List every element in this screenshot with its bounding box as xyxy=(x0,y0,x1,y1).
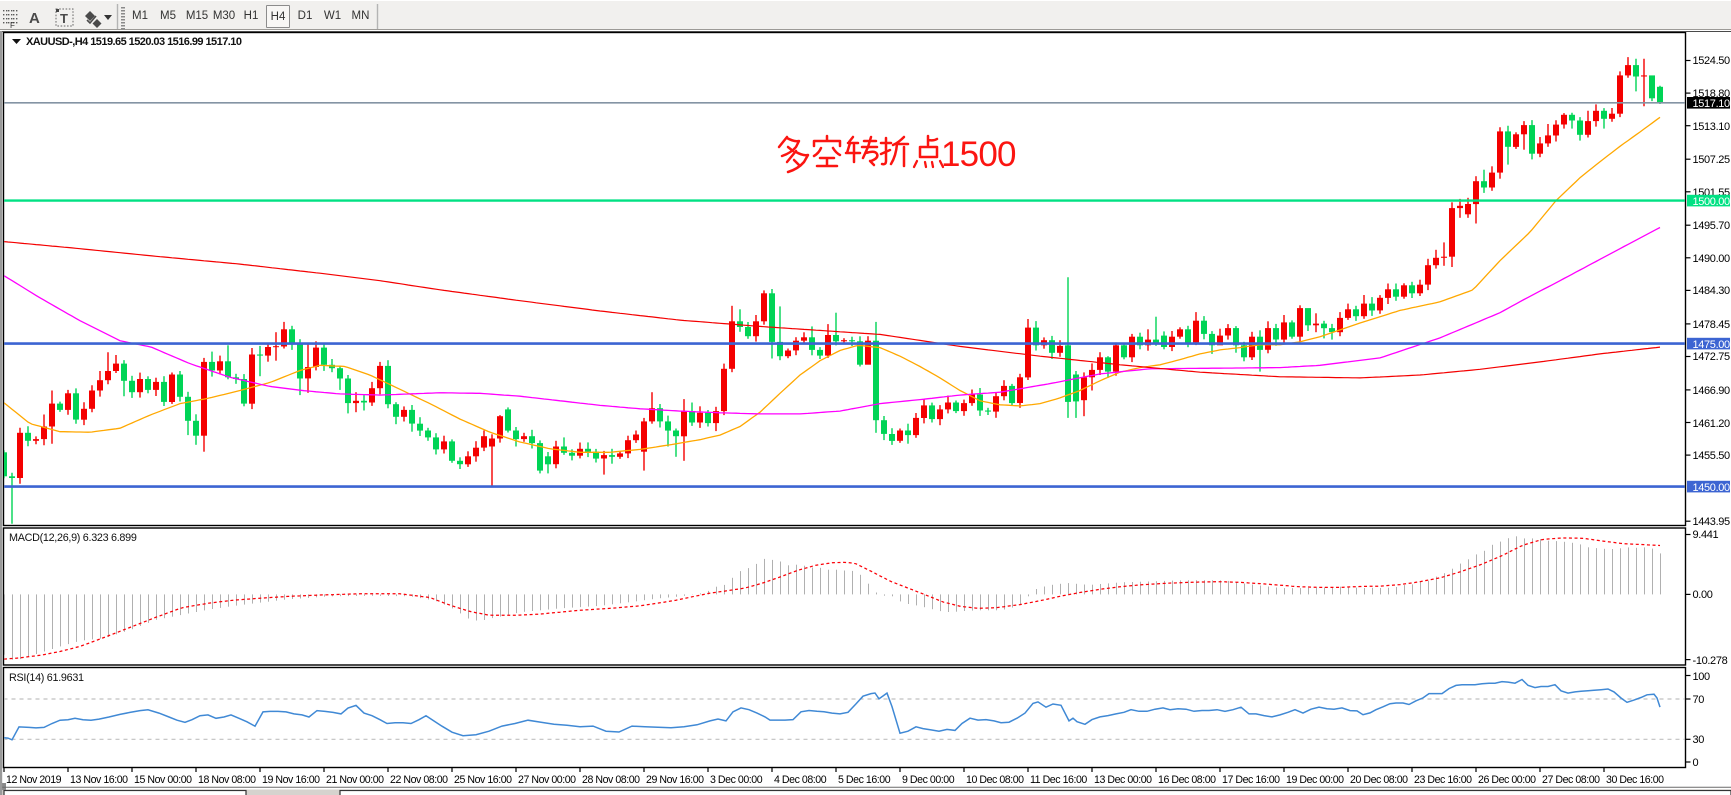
svg-text:1466.90: 1466.90 xyxy=(1693,385,1731,397)
svg-text:1490.00: 1490.00 xyxy=(1693,253,1731,265)
svg-text:21 Nov 00:00: 21 Nov 00:00 xyxy=(326,774,384,786)
svg-text:25 Nov 16:00: 25 Nov 16:00 xyxy=(454,774,512,786)
svg-text:1513.10: 1513.10 xyxy=(1693,121,1731,133)
svg-text:1455.50: 1455.50 xyxy=(1693,450,1731,462)
svg-text:9.441: 9.441 xyxy=(1693,529,1719,541)
svg-text:27 Nov 00:00: 27 Nov 00:00 xyxy=(518,774,576,786)
svg-text:1507.25: 1507.25 xyxy=(1693,154,1731,166)
svg-text:18 Nov 08:00: 18 Nov 08:00 xyxy=(198,774,256,786)
svg-text:-10.278: -10.278 xyxy=(1693,655,1728,667)
svg-text:1475.00: 1475.00 xyxy=(1693,339,1731,351)
svg-text:29 Nov 16:00: 29 Nov 16:00 xyxy=(646,774,704,786)
svg-text:0.00: 0.00 xyxy=(1693,589,1713,601)
svg-text:100: 100 xyxy=(1693,671,1711,683)
svg-text:11 Dec 16:00: 11 Dec 16:00 xyxy=(1030,774,1087,786)
svg-text:20 Dec 08:00: 20 Dec 08:00 xyxy=(1350,774,1408,786)
svg-text:27 Dec 08:00: 27 Dec 08:00 xyxy=(1542,774,1600,786)
svg-text:1484.30: 1484.30 xyxy=(1693,285,1731,297)
svg-text:9 Dec 00:00: 9 Dec 00:00 xyxy=(902,774,955,786)
svg-text:1461.20: 1461.20 xyxy=(1693,418,1731,430)
svg-text:F: F xyxy=(10,21,15,30)
svg-text:1517.10: 1517.10 xyxy=(1693,98,1731,110)
svg-text:1524.50: 1524.50 xyxy=(1693,55,1731,67)
svg-text:12 Nov 2019: 12 Nov 2019 xyxy=(6,774,62,786)
svg-text:30 Dec 16:00: 30 Dec 16:00 xyxy=(1606,774,1664,786)
svg-text:17 Dec 16:00: 17 Dec 16:00 xyxy=(1222,774,1280,786)
svg-text:19 Nov 16:00: 19 Nov 16:00 xyxy=(262,774,320,786)
svg-text:26 Dec 00:00: 26 Dec 00:00 xyxy=(1478,774,1536,786)
svg-text:28 Nov 08:00: 28 Nov 08:00 xyxy=(582,774,640,786)
svg-text:4 Dec 08:00: 4 Dec 08:00 xyxy=(774,774,827,786)
svg-text:1495.70: 1495.70 xyxy=(1693,220,1731,232)
svg-text:T: T xyxy=(60,11,68,26)
svg-text:1478.45: 1478.45 xyxy=(1693,319,1731,331)
svg-text:1472.75: 1472.75 xyxy=(1693,351,1731,363)
svg-text:MACD(12,26,9) 6.323 6.899: MACD(12,26,9) 6.323 6.899 xyxy=(9,532,137,544)
svg-text:0: 0 xyxy=(1693,757,1699,769)
svg-text:16 Dec 08:00: 16 Dec 08:00 xyxy=(1158,774,1216,786)
svg-text:13 Nov 16:00: 13 Nov 16:00 xyxy=(70,774,128,786)
svg-text:13 Dec 00:00: 13 Dec 00:00 xyxy=(1094,774,1152,786)
svg-text:1500: 1500 xyxy=(941,135,1016,174)
svg-text:22 Nov 08:00: 22 Nov 08:00 xyxy=(390,774,448,786)
svg-text:5 Dec 16:00: 5 Dec 16:00 xyxy=(838,774,891,786)
svg-text:3 Dec 00:00: 3 Dec 00:00 xyxy=(710,774,763,786)
svg-text:XAUUSD-,H4 1519.65 1520.03 15: XAUUSD-,H4 1519.65 1520.03 1516.99 1517.… xyxy=(26,36,242,48)
svg-text:1500.00: 1500.00 xyxy=(1693,196,1731,208)
svg-text:10 Dec 08:00: 10 Dec 08:00 xyxy=(966,774,1024,786)
svg-text:23 Dec 16:00: 23 Dec 16:00 xyxy=(1414,774,1472,786)
svg-text:19 Dec 00:00: 19 Dec 00:00 xyxy=(1286,774,1344,786)
svg-text:RSI(14) 61.9631: RSI(14) 61.9631 xyxy=(9,672,84,684)
svg-text:1443.95: 1443.95 xyxy=(1693,516,1731,528)
svg-text:A: A xyxy=(29,10,40,27)
svg-text:1450.00: 1450.00 xyxy=(1693,482,1731,494)
svg-text:70: 70 xyxy=(1693,694,1705,706)
svg-text:30: 30 xyxy=(1693,734,1705,746)
svg-text:15 Nov 00:00: 15 Nov 00:00 xyxy=(134,774,192,786)
